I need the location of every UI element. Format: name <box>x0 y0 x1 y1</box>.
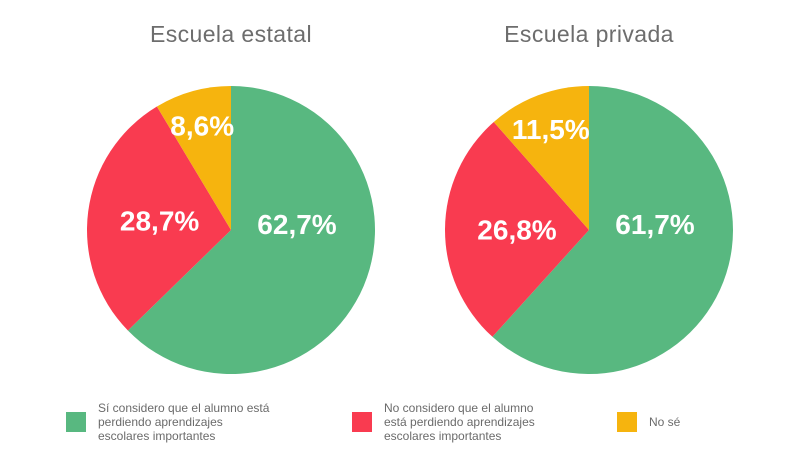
legend-swatch-si-icon <box>66 412 86 432</box>
chart-privada: Escuela privada 61,7% 26,8% 11,5% <box>444 21 734 375</box>
chart-estatal: Escuela estatal 62,7% 28,7% 8,6% <box>86 21 376 375</box>
pie-slice <box>444 121 589 337</box>
pie-slice <box>492 86 733 374</box>
pie-slice <box>156 86 231 230</box>
pie-slice-label: 28,7% <box>120 206 199 237</box>
chart-title-estatal: Escuela estatal <box>150 21 312 47</box>
legend-label-si: Sí considero que el alumno está perdiend… <box>98 401 270 443</box>
legend-swatch-no-icon <box>352 412 372 432</box>
pie-slice <box>493 86 589 230</box>
pie-slice-label: 11,5% <box>512 114 590 145</box>
pie-slice-label: 61,7% <box>615 209 694 240</box>
pie-privada: 61,7% 26,8% 11,5% <box>444 86 733 374</box>
pie-slice <box>127 86 376 374</box>
pie-slice-label: 62,7% <box>257 209 336 240</box>
pie-slice-label: 26,8% <box>477 214 556 245</box>
legend-label-nose: No sé <box>649 415 681 429</box>
chart-title-privada: Escuela privada <box>504 21 674 47</box>
legend-item-no: No considero que el alumno está perdiend… <box>352 400 556 444</box>
pie-estatal: 62,7% 28,7% 8,6% <box>87 86 376 374</box>
legend-item-si: Sí considero que el alumno está perdiend… <box>66 400 270 444</box>
legend-swatch-nose-icon <box>617 412 637 432</box>
legend-label-no: No considero que el alumno está perdiend… <box>384 401 535 443</box>
pie-slice <box>87 106 232 331</box>
pie-slice-label: 8,6% <box>170 111 234 142</box>
legend-item-nose: No sé <box>617 400 680 444</box>
